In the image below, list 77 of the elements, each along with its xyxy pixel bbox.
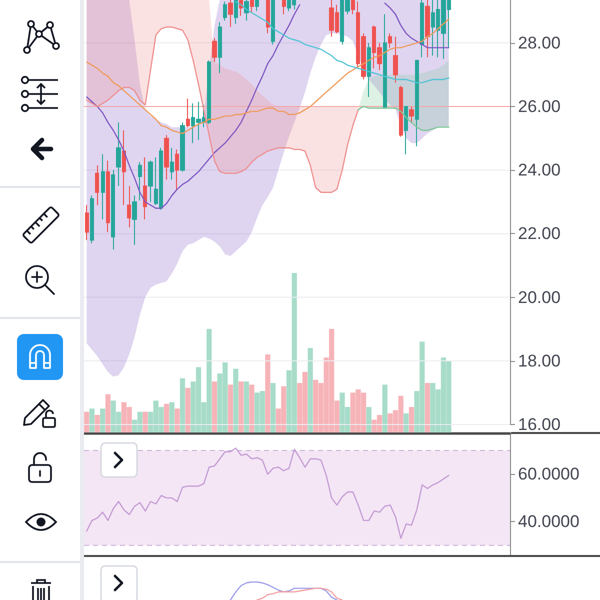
candlestick (95, 164, 99, 206)
bar (270, 383, 276, 432)
candlestick (271, 0, 275, 46)
candlestick (351, 0, 355, 15)
candlestick (143, 156, 147, 220)
candlestick (127, 186, 131, 228)
candlestick (415, 60, 419, 147)
candlestick (420, 0, 424, 58)
line-series (235, 0, 450, 84)
line-series (358, 106, 450, 131)
candlestick (255, 0, 259, 12)
candlestick (85, 204, 89, 241)
candlestick (223, 1, 227, 22)
bar (308, 348, 313, 432)
candlestick (170, 147, 174, 180)
bar (424, 383, 430, 432)
candlestick (148, 160, 153, 202)
candlestick (122, 130, 126, 206)
candlestick (186, 98, 190, 128)
candlestick (250, 0, 254, 14)
candlestick (116, 122, 121, 187)
bar (185, 388, 190, 432)
bar (142, 412, 148, 432)
candlestick (404, 106, 408, 155)
bar (382, 384, 388, 432)
candlestick (228, 0, 233, 28)
candlestick (266, 0, 270, 34)
y-tick-label: 22.00 (518, 224, 561, 244)
y-tick-label: 20.00 (518, 288, 561, 307)
candlestick (282, 0, 286, 15)
candlestick (393, 36, 398, 84)
candlestick (111, 170, 115, 250)
bar (233, 368, 238, 432)
bar (169, 402, 174, 432)
bar (228, 384, 233, 432)
candlestick (180, 122, 185, 172)
bar (94, 414, 100, 432)
line-series (86, 448, 450, 539)
candlestick (164, 134, 169, 180)
candlestick (212, 38, 217, 63)
candlestick (106, 160, 110, 233)
y-tick-label: 40.0000 (518, 512, 580, 532)
candlestick (138, 162, 142, 201)
bar (244, 381, 249, 432)
y-tick-label: 26.00 (518, 97, 561, 116)
bar (366, 406, 372, 432)
y-tick-label: 28.00 (518, 33, 561, 52)
candlestick (367, 42, 371, 98)
bar (180, 378, 186, 432)
y-tick-label: 60.0000 (518, 464, 580, 484)
candlestick (388, 32, 392, 48)
candlestick (399, 85, 403, 138)
bar (408, 406, 414, 432)
candlestick (218, 22, 222, 74)
bar (174, 408, 180, 432)
bar (238, 381, 244, 432)
y-tick-label: 24.00 (518, 160, 561, 180)
y-tick-label: 18.00 (518, 351, 561, 370)
bar (249, 384, 254, 432)
candlestick (234, 0, 238, 24)
candlestick (175, 148, 179, 190)
bar (89, 408, 95, 432)
line-series (86, 18, 450, 134)
candlestick (425, 0, 430, 58)
bar (164, 404, 170, 432)
bar (84, 412, 90, 432)
bar (265, 354, 270, 432)
bar (105, 394, 111, 432)
candlestick (101, 154, 105, 220)
candlestick (132, 195, 137, 246)
bar (100, 408, 106, 432)
candlestick (90, 195, 94, 244)
candlestick (383, 14, 387, 109)
y-tick-label: 16.00 (518, 415, 561, 434)
bar (212, 381, 218, 432)
bar (404, 413, 409, 432)
candlestick (409, 106, 414, 123)
